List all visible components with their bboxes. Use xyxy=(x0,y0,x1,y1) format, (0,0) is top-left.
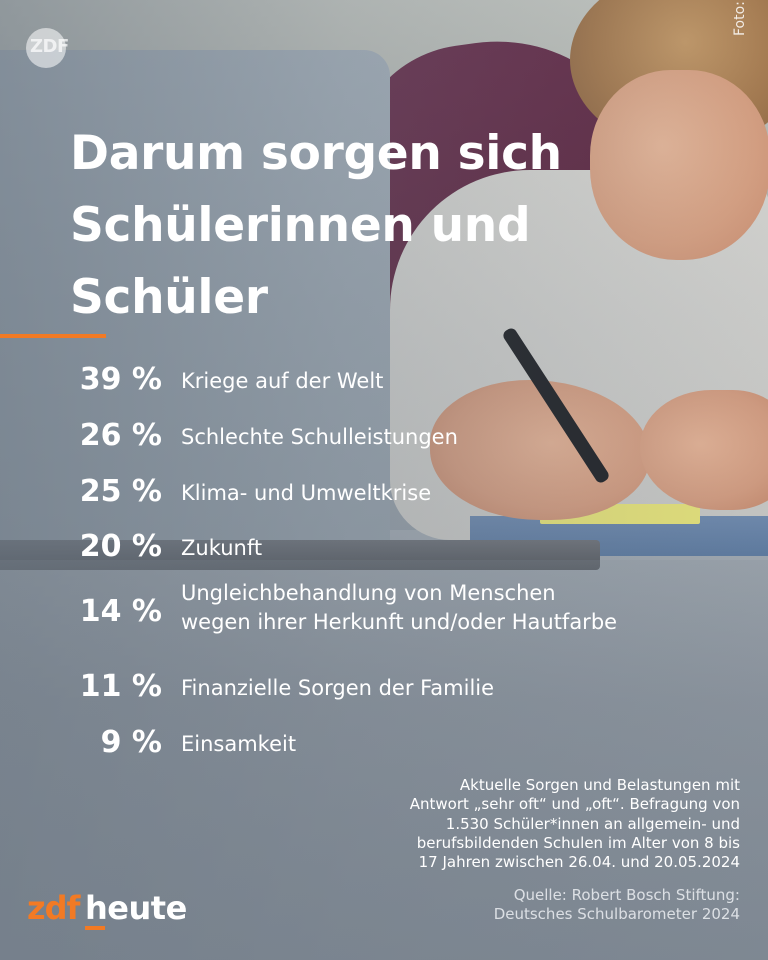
source-credit: Quelle: Robert Bosch Stiftung: Deutsches… xyxy=(320,886,740,925)
accent-rule xyxy=(0,334,106,338)
source-line-1: Quelle: Robert Bosch Stiftung: xyxy=(513,886,740,904)
item-label: Finanzielle Sorgen der Familie xyxy=(181,676,495,700)
brand-heute: heute xyxy=(85,889,187,927)
item-label: Klima- und Umweltkrise xyxy=(181,481,432,505)
item-label: Einsamkeit xyxy=(181,732,297,756)
overlay-tint-bottom xyxy=(0,560,768,960)
photo-credit-text: Foto: iStock/vm, Symbolbild xyxy=(732,0,748,36)
item-percent: 14 % xyxy=(79,594,162,629)
item-label: Schlechte Schulleistungen xyxy=(181,425,458,449)
item-label-line-2: wegen ihrer Herkunft und/oder Hautfarbe xyxy=(181,610,618,634)
zdf-watermark-logo xyxy=(26,28,66,68)
brand-underline xyxy=(85,926,105,930)
zdf-watermark-text: ZDF xyxy=(30,36,69,57)
footnote-line-3: 1.530 Schüler*innen an allgemein- und xyxy=(445,814,740,833)
item-label-line-1: Ungleichbehandlung von Menschen xyxy=(181,581,556,605)
headline-line-1: Darum sorgen sich xyxy=(70,126,562,181)
footnote-line-4: berufsbildenden Schulen im Alter von 8 b… xyxy=(416,833,740,852)
photo-credit: Foto: iStock/vm, Symbolbild xyxy=(732,0,754,270)
item-percent: 26 % xyxy=(79,418,162,453)
item-percent: 25 % xyxy=(79,474,162,509)
headline: Darum sorgen sich Schülerinnen und Schül… xyxy=(70,118,630,334)
item-percent: 9 % xyxy=(100,725,162,760)
headline-line-2: Schülerinnen und xyxy=(70,198,531,253)
brand-zdf: zdf xyxy=(27,889,80,927)
item-label: Zukunft xyxy=(181,536,263,560)
source-line-2: Deutsches Schulbarometer 2024 xyxy=(493,905,740,924)
headline-line-3: Schüler xyxy=(70,270,268,325)
footnote-line-2: Antwort „sehr oft“ und „oft“. Befragung … xyxy=(409,795,740,814)
item-label: Kriege auf der Welt xyxy=(181,369,384,393)
item-percent: 11 % xyxy=(79,669,162,704)
footnote-line-5: 17 Jahren zwischen 26.04. und 20.05.2024 xyxy=(418,853,740,872)
footnote-line-1: Aktuelle Sorgen und Belastungen mit xyxy=(459,776,740,794)
item-percent: 20 % xyxy=(79,529,162,564)
item-percent: 39 % xyxy=(79,362,162,397)
survey-footnote: Aktuelle Sorgen und Belastungen mit Antw… xyxy=(320,776,740,872)
